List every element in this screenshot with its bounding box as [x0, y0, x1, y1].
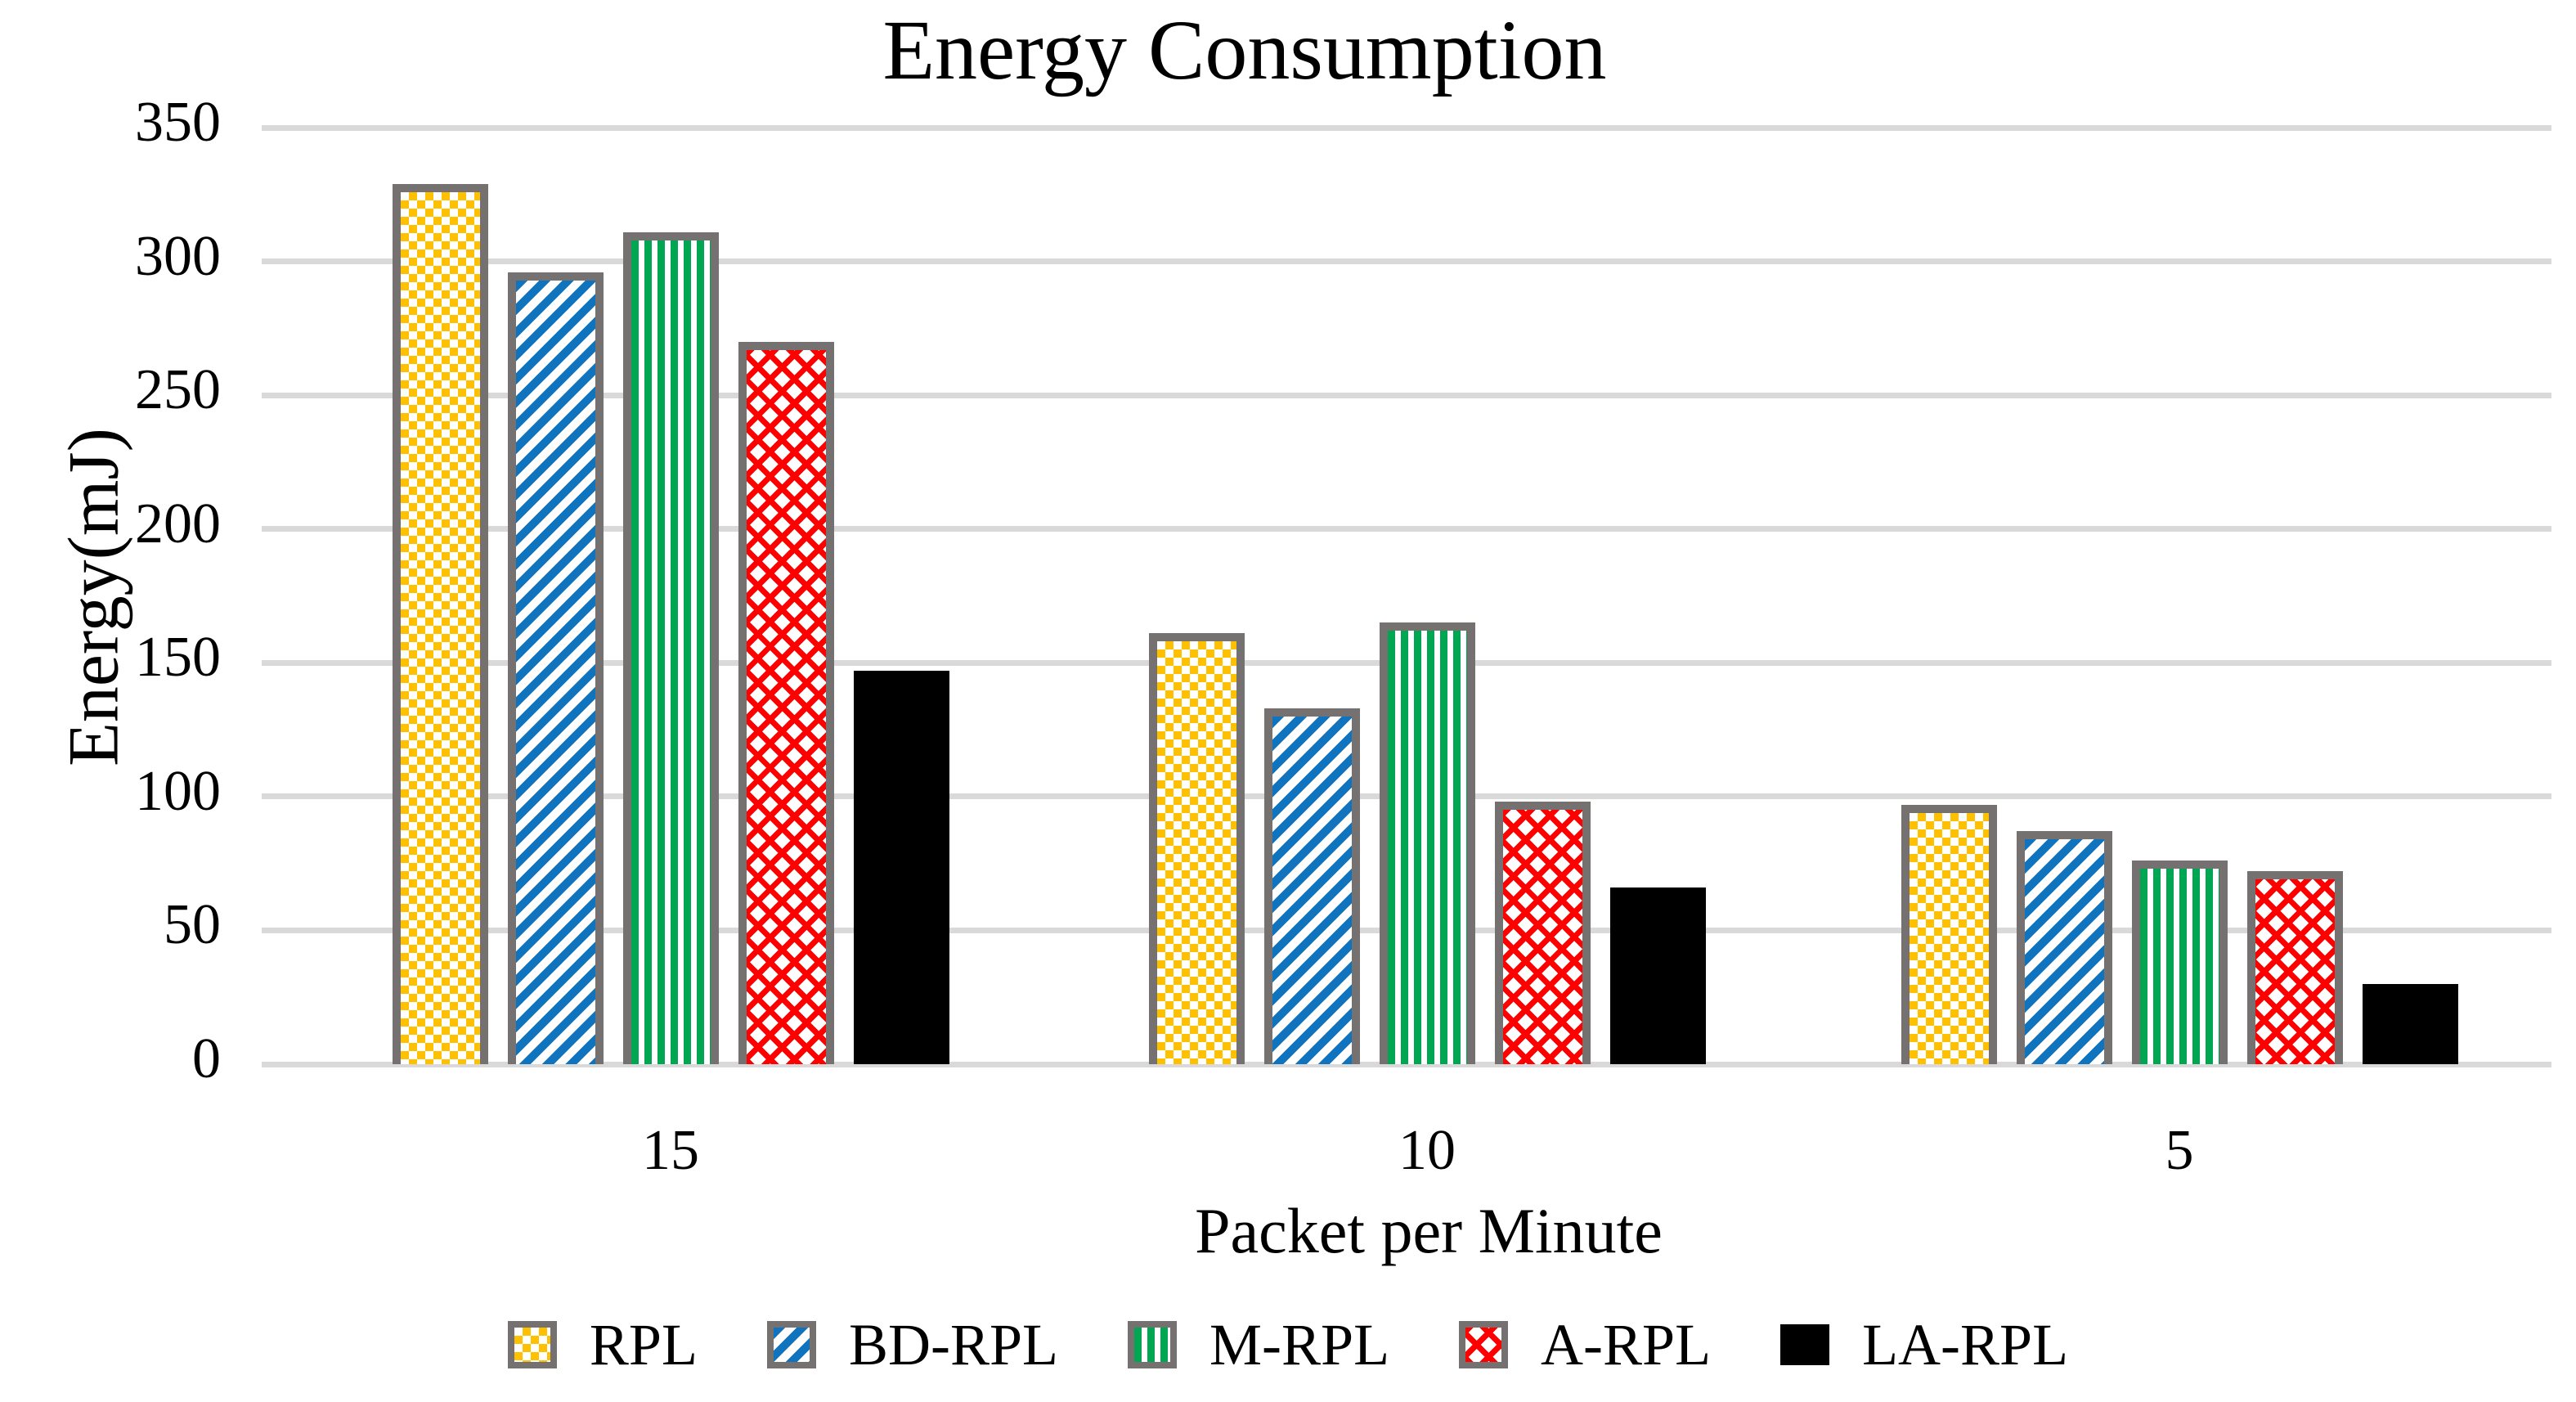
bar-BD-RPL-10ppm [1263, 708, 1360, 1064]
bar-LA-RPL-15ppm [853, 671, 949, 1064]
legend-swatch-RPL [507, 1321, 557, 1368]
y-axis-title: Energy(mJ) [54, 428, 134, 766]
bar-M-RPL-5ppm [2131, 861, 2228, 1064]
bar-RPL-15ppm [392, 184, 488, 1064]
bar-M-RPL-10ppm [1379, 622, 1475, 1064]
legend: RPL BD-RPL M-RPL A-RPL LA-RPL [0, 1315, 2576, 1374]
legend-item-BD-RPL: BD-RPL [766, 1312, 1058, 1377]
gridline-250 [262, 392, 2551, 398]
gridline-350 [262, 124, 2551, 131]
legend-label-BD-RPL: BD-RPL [848, 1312, 1058, 1377]
x-category-label-5: 5 [2165, 1119, 2194, 1182]
gridline-200 [262, 526, 2551, 532]
y-tick-label-0: 0 [192, 1027, 221, 1090]
y-tick-label-50: 50 [164, 893, 221, 957]
legend-swatch-BD-RPL [766, 1321, 816, 1368]
legend-swatch-A-RPL [1459, 1321, 1509, 1368]
legend-swatch-M-RPL [1128, 1321, 1177, 1368]
y-tick-label-150: 150 [135, 626, 221, 690]
legend-label-A-RPL: A-RPL [1541, 1312, 1712, 1377]
bar-LA-RPL-5ppm [2362, 984, 2458, 1064]
gridline-0 [262, 1061, 2551, 1067]
y-tick-label-100: 100 [135, 759, 221, 823]
x-axis-title: Packet per Minute [1195, 1195, 1663, 1266]
legend-item-LA-RPL: LA-RPL [1780, 1315, 2068, 1374]
plot-area [262, 124, 2551, 1067]
y-tick-label-200: 200 [135, 492, 221, 555]
x-category-label-10: 10 [1398, 1119, 1456, 1182]
legend-item-M-RPL: M-RPL [1128, 1315, 1389, 1374]
bar-A-RPL-15ppm [738, 342, 834, 1064]
bar-LA-RPL-10ppm [1609, 887, 1706, 1064]
legend-label-LA-RPL: LA-RPL [1862, 1312, 2069, 1377]
legend-item-A-RPL: A-RPL [1459, 1315, 1711, 1374]
x-category-label-15: 15 [642, 1119, 699, 1182]
bar-A-RPL-10ppm [1494, 802, 1591, 1064]
legend-label-RPL: RPL [589, 1312, 698, 1377]
y-tick-label-350: 350 [135, 91, 221, 154]
bar-RPL-10ppm [1148, 633, 1245, 1064]
y-tick-label-250: 250 [135, 358, 221, 422]
legend-item-RPL: RPL [507, 1312, 698, 1377]
bar-RPL-5ppm [1901, 805, 1997, 1064]
gridline-300 [262, 258, 2551, 265]
chart-title: Energy Consumption [882, 3, 1607, 97]
y-tick-label-300: 300 [135, 224, 221, 288]
legend-label-M-RPL: M-RPL [1209, 1312, 1390, 1377]
bar-BD-RPL-15ppm [507, 272, 604, 1064]
bar-A-RPL-5ppm [2246, 871, 2343, 1064]
bar-M-RPL-15ppm [622, 232, 719, 1064]
bar-BD-RPL-5ppm [2016, 831, 2112, 1064]
legend-swatch-LA-RPL [1780, 1324, 1830, 1365]
